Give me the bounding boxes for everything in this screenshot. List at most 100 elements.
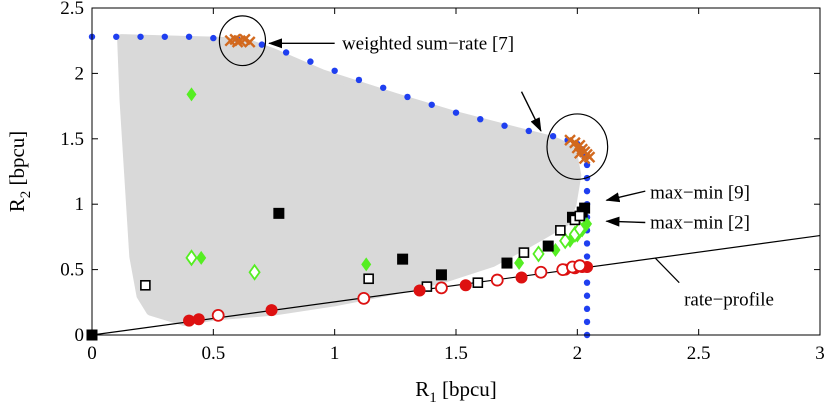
series-circle-filled-point-0: [183, 314, 196, 327]
series-dotted-line-point-16: [477, 115, 484, 123]
series-dotted-line-point-9: [307, 58, 314, 65]
series-dotted-line-point-17: [501, 122, 508, 129]
x-tick-label-2: 1: [330, 343, 340, 364]
highlight-circle-0: [218, 15, 267, 67]
y-tick-label-1: 0.5: [60, 260, 84, 281]
series-dotted-line-point-5: [210, 34, 217, 42]
series-square-filled-point-8: [579, 202, 591, 214]
achievable-region: [117, 34, 582, 326]
series-x-point-7-b: [569, 136, 581, 149]
y-axis-label: R2 [bpcu]: [5, 131, 34, 213]
series-x-point-5-b: [231, 36, 244, 48]
y-tick-label-3: 1.5: [60, 129, 84, 150]
series-dotted-line-point-13: [404, 93, 411, 101]
y-tick-label-5: 2.5: [60, 0, 84, 19]
series-square-hollow-point-7: [574, 210, 586, 222]
series-x-point-15: [578, 152, 591, 165]
x-axis-label-sub: 1: [429, 390, 437, 406]
series-square-filled-point-1: [273, 207, 285, 219]
series-dotted-line-point-10: [331, 67, 338, 74]
series-square-hollow-point-0: [140, 279, 151, 291]
x-tick-label-6: 3: [815, 343, 825, 364]
series-square-filled-point-3: [435, 269, 447, 281]
series-dotted-line-point-7: [258, 41, 266, 48]
series-dotted-line-point-1: [113, 33, 120, 40]
series-dotted-line-point-11: [355, 76, 363, 84]
series-dotted-line-point-36: [583, 318, 591, 326]
annotation-arrow-1-0: [605, 190, 646, 203]
highlight-circle-1: [546, 113, 609, 180]
annotation-leader-3-0: [654, 257, 680, 284]
series-dotted-line-point-35: [583, 305, 591, 313]
y-axis-label-main: R: [5, 198, 29, 212]
series-circle-hollow-point-1: [357, 291, 371, 305]
series-diamond-hollow-point-5: [573, 220, 586, 238]
series-circle-filled-point-3: [413, 284, 426, 297]
series-dotted-line-point-30: [583, 240, 591, 247]
series-diamond-hollow-point-2: [532, 245, 545, 263]
series-diamond-filled-point-2: [361, 257, 372, 272]
y-axis-label-sub: 2: [18, 191, 34, 199]
series-dotted-line-point-12: [380, 84, 387, 91]
series-diamond-hollow-point-3: [559, 232, 572, 250]
y-tick-label-4: 2: [75, 63, 85, 84]
series-square-filled-point-5: [542, 240, 554, 252]
y-tick-label-0: 0: [75, 325, 85, 346]
series-circle-hollow-point-0: [211, 308, 225, 322]
series-x-point-15-b: [578, 152, 591, 165]
series-x-point-14: [571, 142, 584, 154]
x-axis-label-unit: [bpcu]: [437, 377, 497, 401]
annotation-arrow-2-0: [605, 216, 646, 227]
x-axis-label: R1 [bpcu]: [415, 377, 497, 406]
series-square-hollow-point-5: [555, 225, 566, 236]
series-circle-filled-point-1: [192, 313, 205, 326]
series-dotted-line-point-14: [428, 101, 435, 108]
annotation-label-0: weighted sum−rate [7]: [342, 33, 514, 54]
series-dotted-line-point-18: [525, 127, 532, 135]
data-marks: [86, 33, 596, 341]
series-x-point-4: [243, 36, 256, 48]
y-axis-label-unit: [bpcu]: [5, 131, 29, 191]
series-diamond-filled-point-0: [186, 87, 197, 102]
series-dotted-line-point-19: [549, 132, 557, 140]
x-tick-label-0: 0: [87, 343, 97, 364]
series-dotted-line-point-2: [137, 33, 144, 40]
series-dotted-line-point-34: [583, 292, 591, 299]
series-dotted-line-point-33: [583, 279, 591, 286]
y-tick-label-2: 1: [75, 194, 85, 215]
series-square-hollow-point-3: [472, 277, 484, 288]
series-square-filled-point-4: [501, 257, 513, 269]
series-dotted-line-point-26: [583, 187, 591, 195]
series-x-point-5: [231, 36, 244, 48]
series-x-point-6-b: [564, 134, 576, 146]
series-x-point-13-b: [573, 147, 586, 160]
series-diamond-filled-point-1: [196, 250, 207, 265]
x-tick-label-1: 0.5: [201, 343, 225, 364]
series-circle-hollow-point-2: [435, 281, 448, 295]
annotation-label-3: rate−profile: [684, 290, 774, 311]
series-circle-filled-point-5: [515, 271, 528, 284]
annotations: weighted sum−rate [7] max−min [9] max−min …: [218, 15, 774, 311]
annotation-label-2: max−min [2]: [650, 213, 750, 234]
series-diamond-hollow-point-0: [185, 249, 198, 267]
series-square-filled-point-2: [397, 253, 409, 265]
series-square-hollow-point-4: [518, 247, 530, 258]
series-dotted-line-point-31: [583, 253, 591, 260]
series-circle-hollow-point-4: [534, 265, 548, 279]
series-circle-filled-point-4: [459, 279, 472, 292]
series-circle-filled-point-2: [265, 304, 278, 317]
series-dotted-line-point-3: [161, 33, 168, 40]
series-circle-hollow-point-3: [490, 273, 504, 287]
x-tick-label-3: 1.5: [444, 343, 468, 364]
x-axis-label-main: R: [415, 377, 429, 401]
x-tick-label-5: 2.5: [687, 343, 711, 364]
series-dotted-line-point-8: [282, 49, 290, 56]
series-dotted-line-point-4: [185, 33, 193, 40]
axis-ticks: 0 0.5 1 1.5 2 2.5 3 0 0.5 1 1.5 2 2.5: [60, 0, 825, 364]
series-circle-hollow-point-7: [573, 259, 587, 273]
series-square-hollow-point-1: [363, 273, 374, 285]
series-dotted-line-point-15: [452, 109, 460, 116]
x-tick-label-4: 2: [573, 343, 583, 364]
series-x-point-3-b: [239, 33, 251, 46]
